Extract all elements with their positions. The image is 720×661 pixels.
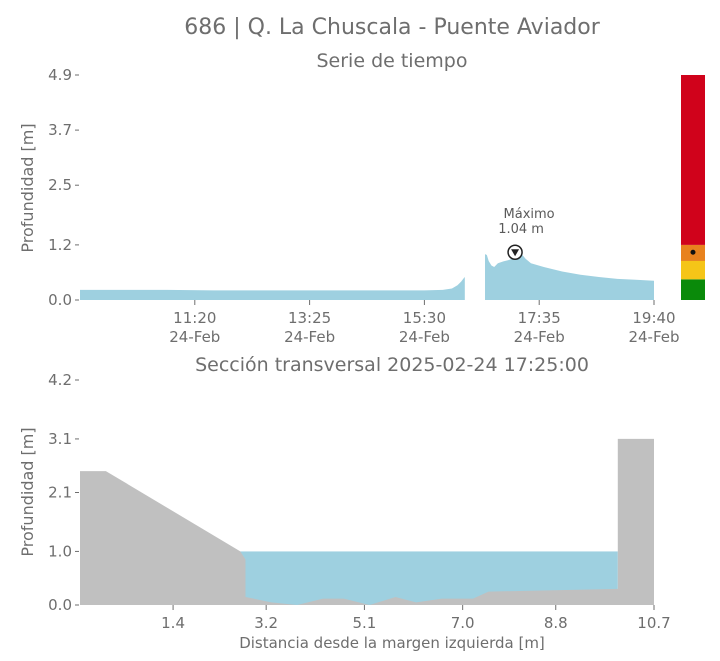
alert-green-band [681,279,705,300]
ytick-label: 4.9 [48,66,72,84]
xtick-label: 10.7 [637,614,670,632]
time-series-yticks: 0.0 1.2 2.5 3.7 4.9 [48,66,79,309]
xtick-time: 17:35 [518,309,561,327]
max-marker-arrow-icon [511,249,520,257]
xtick-date: 24-Feb [399,328,450,346]
ytick-label: 4.2 [48,371,72,389]
ytick-label: 1.0 [48,542,72,560]
current-level-dot [690,249,696,255]
max-annotation-label: Máximo [504,207,555,222]
ytick-label: 2.1 [48,484,72,502]
ytick-label: 0.0 [48,291,72,309]
xtick-label: 8.8 [544,614,568,632]
xtick-date: 24-Feb [169,328,220,346]
xtick-time: 15:30 [403,309,446,327]
xtick-label: 7.0 [451,614,475,632]
xtick-time: 13:25 [288,309,331,327]
ytick-label: 3.7 [48,121,72,139]
max-annotation-value: 1.04 m [498,222,544,237]
time-series-ylabel: Profundidad [m] [18,123,37,252]
terrain-fill [80,438,654,605]
time-series-xticks: 11:2024-Feb13:2524-Feb15:3024-Feb17:3524… [169,300,680,346]
cross-section-title: Sección transversal 2025-02-24 17:25:00 [195,354,589,376]
time-series-areas [80,252,654,300]
cross-section-yticks: 0.0 1.0 2.1 3.1 4.2 [48,371,79,614]
xtick-label: 3.2 [254,614,278,632]
ytick-label: 1.2 [48,236,72,254]
ytick-label: 2.5 [48,176,72,194]
depth-area-0 [80,277,465,300]
alert-yellow-band [681,260,705,280]
xtick-time: 11:20 [173,309,216,327]
ytick-label: 0.0 [48,596,72,614]
time-series-title: Serie de tiempo [317,50,468,72]
figure-title: 686 | Q. La Chuscala - Puente Aviador [184,15,600,40]
xtick-time: 19:40 [632,309,675,327]
xtick-date: 24-Feb [514,328,565,346]
xtick-label: 1.4 [161,614,185,632]
time-series-panel: Serie de tiempo Profundidad [m] 0.0 1.2 2.… [18,50,680,346]
alert-red-band [681,75,705,245]
cross-section-xticks: 1.4 3.2 5.1 7.0 8.8 10.7 [161,605,671,632]
alert-level-bar [681,75,705,300]
cross-section-xlabel: Distancia desde la margen izquierda [m] [239,634,545,652]
xtick-date: 24-Feb [628,328,679,346]
xtick-date: 24-Feb [284,328,335,346]
ytick-label: 3.1 [48,430,72,448]
xtick-label: 5.1 [352,614,376,632]
depth-area-1 [485,252,654,300]
cross-section-panel: Sección transversal 2025-02-24 17:25:00 … [18,354,671,652]
cross-section-ylabel: Profundidad [m] [18,427,37,556]
terrain-area [80,438,654,605]
